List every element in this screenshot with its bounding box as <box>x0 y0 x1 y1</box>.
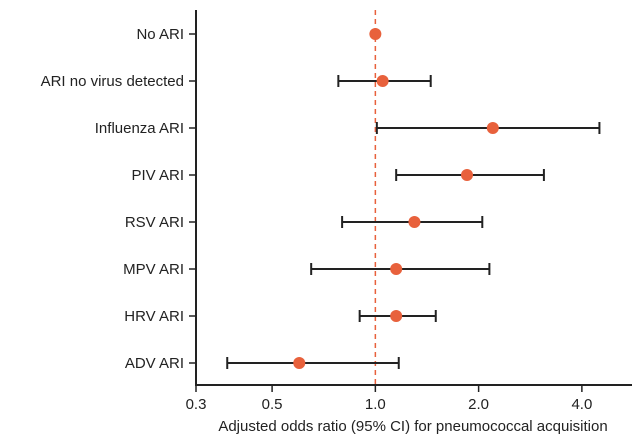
x-tick-label: 0.5 <box>262 396 283 413</box>
estimate-point <box>376 75 389 87</box>
x-tick-label: 2.0 <box>468 396 489 413</box>
estimate-point <box>369 28 382 40</box>
category-label: RSV ARI <box>125 214 184 231</box>
category-label: No ARI <box>136 26 184 43</box>
estimate-point <box>486 122 499 134</box>
category-label: ADV ARI <box>125 355 184 372</box>
x-axis-title: Adjusted odds ratio (95% CI) for pneumoc… <box>218 418 607 435</box>
x-tick-label: 0.3 <box>186 396 207 413</box>
estimate-point <box>293 357 306 369</box>
x-axis-ticks: 0.3 0.5 1.0 2.0 4.0 <box>186 385 592 413</box>
estimate-point <box>408 216 421 228</box>
x-tick-label: 4.0 <box>571 396 592 413</box>
category-labels: No ARI ARI no virus detected Influenza ARI… <box>41 26 184 372</box>
category-label: Influenza ARI <box>95 120 184 137</box>
axes <box>189 10 632 386</box>
estimate-point <box>390 263 403 275</box>
x-tick-label: 1.0 <box>365 396 386 413</box>
estimate-point <box>461 169 474 181</box>
category-label: HRV ARI <box>124 308 184 325</box>
estimate-point-layer <box>293 28 499 369</box>
category-label: ARI no virus detected <box>41 73 184 90</box>
category-label: MPV ARI <box>123 261 184 278</box>
estimate-point <box>390 310 403 322</box>
category-label: PIV ARI <box>131 167 184 184</box>
